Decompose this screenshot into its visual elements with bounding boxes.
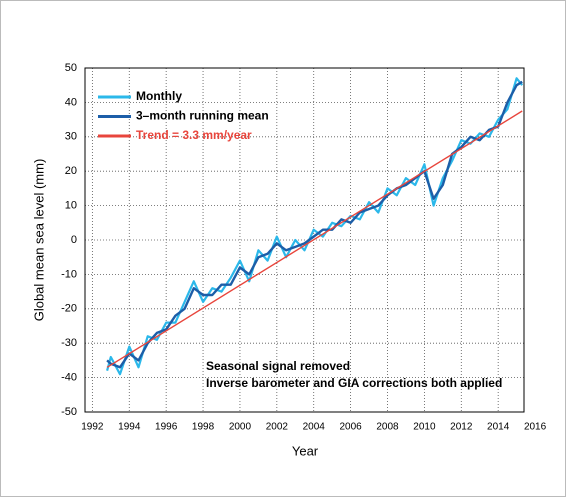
annotation: Seasonal signal removed <box>206 359 350 373</box>
x-axis-label: Year <box>292 443 319 458</box>
x-tick-label: 2000 <box>229 422 252 433</box>
y-tick-label: 20 <box>65 165 77 177</box>
x-tick-label: 2004 <box>303 422 326 433</box>
y-tick-label: -10 <box>61 268 77 280</box>
plot-border <box>84 67 525 413</box>
annotation: Inverse barometer and GIA corrections bo… <box>206 376 502 390</box>
x-tick-label: 2008 <box>376 422 399 433</box>
x-tick-label: 1998 <box>192 422 215 433</box>
y-axis-label: Global mean sea level (mm) <box>31 159 46 322</box>
x-tick-label: 2014 <box>487 422 510 433</box>
y-tick-label: 10 <box>65 200 77 212</box>
y-tick-label: 30 <box>65 131 77 143</box>
y-tick-label: -50 <box>61 406 77 418</box>
x-tick-label: 1994 <box>118 422 141 433</box>
x-tick-label: 2006 <box>339 422 362 433</box>
y-tick-label: -20 <box>61 303 77 315</box>
y-tick-label: 0 <box>71 234 77 246</box>
y-tick-label: -30 <box>61 337 77 349</box>
x-tick-label: 2002 <box>266 422 289 433</box>
y-tick-label: -40 <box>61 372 77 384</box>
x-tick-label: 1996 <box>155 422 178 433</box>
y-tick-label: 50 <box>65 62 77 74</box>
x-tick-label: 1992 <box>81 422 104 433</box>
series-line <box>106 77 524 376</box>
x-tick-label: 2016 <box>524 422 547 433</box>
y-tick-label: 40 <box>65 96 77 108</box>
legend-label: 3–month running mean <box>136 109 269 123</box>
legend-label: Monthly <box>136 89 182 103</box>
legend-label: Trend = 3.3 mm/year <box>136 128 252 142</box>
series-line <box>106 110 523 368</box>
x-tick-label: 2010 <box>413 422 436 433</box>
x-tick-label: 2012 <box>450 422 473 433</box>
